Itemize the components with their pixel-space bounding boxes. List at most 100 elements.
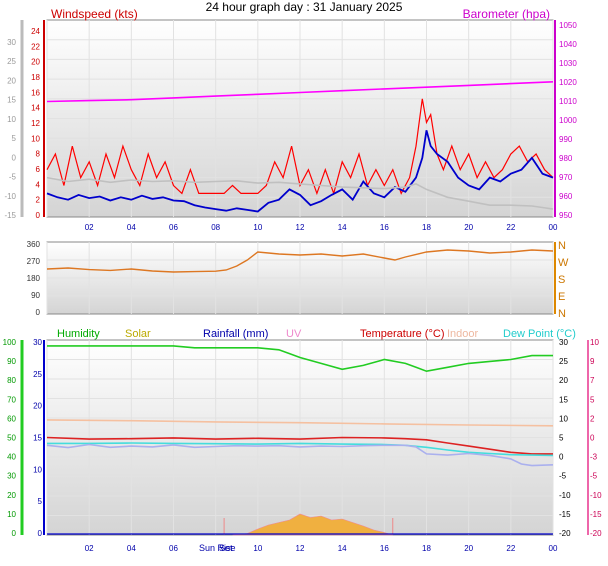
x-tick-label: 04	[127, 544, 136, 553]
legend-indoor: Indoor	[447, 328, 479, 340]
barometer-tick: 980	[559, 154, 573, 163]
outer-left-tick: -5	[9, 173, 17, 182]
direction-panel-grid	[46, 242, 554, 314]
sunrise-label: Sun Rise	[199, 543, 236, 553]
windspeed-tick: 24	[31, 27, 40, 36]
outer-left-tick: 10	[7, 115, 16, 124]
legend-solar: Solar	[125, 328, 151, 340]
barometer-tick: 1020	[559, 78, 577, 87]
humidity-tick: 30	[7, 472, 16, 481]
series-dew-point-2	[46, 443, 554, 467]
humidity-tick: 80	[7, 376, 16, 385]
windspeed-tick: 2	[36, 196, 41, 205]
x-tick-label: 06	[169, 223, 178, 232]
temp-tick: -10	[559, 491, 571, 500]
x-tick-label: 16	[380, 223, 389, 232]
temp-tick: 10	[559, 414, 568, 423]
barometer-tick: 1000	[559, 116, 577, 125]
x-tick-label: 14	[338, 544, 347, 553]
temp-right-tick: 7	[590, 376, 595, 385]
outer-left-tick: -10	[4, 192, 16, 201]
rain-tick: 10	[33, 465, 42, 474]
temp-right-tick: -5	[590, 472, 598, 481]
series-temperature	[46, 436, 553, 455]
rain-tick: 30	[33, 338, 42, 347]
outer-left-tick: 25	[7, 57, 16, 66]
windspeed-tick: 18	[31, 73, 40, 82]
humidity-tick: 50	[7, 434, 16, 443]
x-tick-label: 12	[296, 223, 305, 232]
windspeed-tick: 16	[31, 88, 40, 97]
legend-rainfall: Rainfall (mm)	[203, 328, 268, 340]
windspeed-tick: 22	[31, 42, 40, 51]
humidity-tick: 60	[7, 414, 16, 423]
direction-tick: 360	[27, 240, 41, 249]
windspeed-label: Windspeed (kts)	[51, 7, 138, 21]
x-tick-label: 18	[422, 544, 431, 553]
rain-tick: 0	[38, 529, 43, 538]
temp-tick: 20	[559, 376, 568, 385]
series-dew-point	[47, 442, 554, 457]
legend-dew-point: Dew Point (°C)	[503, 328, 576, 340]
humidity-tick: 40	[7, 453, 16, 462]
humidity-tick: 10	[7, 510, 16, 519]
barometer-tick: 1040	[559, 40, 577, 49]
windspeed-tick: 12	[31, 119, 40, 128]
temp-right-tick: 5	[590, 395, 595, 404]
direction-compass-label: S	[558, 274, 565, 286]
graph-title: 24 hour graph day : 31 January 2025	[206, 0, 403, 14]
x-tick-label: 00	[549, 544, 558, 553]
outer-left-tick: 15	[7, 96, 16, 105]
temperature-panel-grid	[46, 340, 554, 535]
outer-left-tick: 5	[12, 134, 17, 143]
x-tick-label: 02	[85, 223, 94, 232]
humidity-tick: 70	[7, 395, 16, 404]
x-tick-label: 22	[506, 223, 515, 232]
humidity-tick: 20	[7, 491, 16, 500]
windspeed-tick: 0	[36, 211, 41, 220]
temp-right-tick: -20	[590, 529, 602, 538]
series-avg-speed	[46, 130, 554, 213]
humidity-tick: 100	[3, 338, 17, 347]
direction-compass-label: E	[558, 291, 565, 303]
barometer-label: Barometer (hpa)	[463, 7, 550, 21]
barometer-tick: 1050	[559, 21, 577, 30]
barometer-tick: 1030	[559, 59, 577, 68]
windspeed-tick: 8	[36, 150, 41, 159]
outer-left-tick: -15	[4, 211, 16, 220]
x-tick-label: 08	[211, 223, 220, 232]
x-tick-label: 10	[253, 223, 262, 232]
windspeed-tick: 4	[36, 180, 41, 189]
x-tick-label: 14	[338, 223, 347, 232]
temp-right-tick: -15	[590, 510, 602, 519]
direction-compass-label: N	[558, 240, 566, 252]
barometer-tick: 990	[559, 135, 573, 144]
temp-tick: 25	[559, 357, 568, 366]
x-tick-label: 04	[127, 223, 136, 232]
temp-right-tick: 0	[590, 434, 595, 443]
direction-panel-lines	[46, 249, 554, 273]
temp-right-tick: -10	[590, 491, 602, 500]
windspeed-tick: 20	[31, 58, 40, 67]
outer-left-tick: 0	[12, 153, 17, 162]
direction-compass-label: W	[558, 257, 569, 269]
temp-tick: 30	[559, 338, 568, 347]
direction-tick: 180	[27, 274, 41, 283]
legend-humidity: Humidity	[57, 328, 100, 340]
windspeed-tick: 10	[31, 134, 40, 143]
temperature-panel-lines	[46, 345, 554, 536]
temp-tick: 15	[559, 395, 568, 404]
direction-compass-label: N	[558, 308, 566, 320]
rain-tick: 15	[33, 434, 42, 443]
series-humidity	[47, 345, 553, 373]
direction-tick: 270	[27, 257, 41, 266]
temp-right-tick: 2	[590, 414, 595, 423]
temp-tick: 0	[559, 453, 564, 462]
series-gust	[46, 98, 554, 196]
temp-tick: -20	[559, 529, 571, 538]
rain-tick: 25	[33, 370, 42, 379]
temp-tick: -5	[559, 472, 567, 481]
